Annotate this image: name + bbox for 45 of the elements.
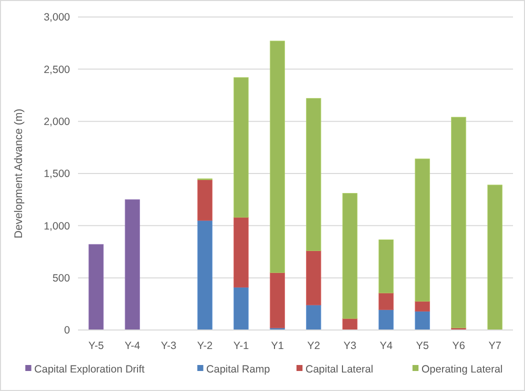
y-tick-label: 2,500 bbox=[44, 64, 70, 76]
bar bbox=[414, 158, 430, 302]
bar bbox=[270, 272, 285, 328]
x-tick-label: Y-4 bbox=[124, 340, 140, 352]
x-tick-label: Y3 bbox=[343, 340, 356, 352]
x-tick-label: Y7 bbox=[488, 340, 502, 352]
x-tick-label: Y-3 bbox=[160, 340, 176, 352]
x-tick-label: Y-1 bbox=[233, 340, 249, 352]
bar bbox=[124, 199, 140, 330]
bar bbox=[270, 40, 285, 273]
bar bbox=[234, 286, 249, 330]
x-tick-label: Y-5 bbox=[88, 340, 104, 352]
y-tick-label: 1,000 bbox=[44, 220, 70, 232]
x-tick-label: Y2 bbox=[307, 340, 320, 352]
x-tick-label: Y6 bbox=[452, 340, 466, 352]
bar bbox=[197, 180, 212, 221]
bar bbox=[487, 184, 502, 330]
y-axis-title: Development Advance (m) bbox=[13, 108, 25, 238]
bar bbox=[414, 301, 430, 312]
bar bbox=[378, 240, 394, 294]
x-tick-label: Y5 bbox=[416, 340, 429, 352]
bar bbox=[342, 193, 358, 319]
y-tick-label: 0 bbox=[64, 324, 70, 337]
bar bbox=[378, 292, 394, 310]
bar bbox=[234, 77, 249, 218]
bar bbox=[306, 98, 322, 251]
x-tick-label: Y1 bbox=[270, 340, 284, 352]
legend-label: Operating Lateral bbox=[422, 364, 503, 376]
x-tick-label: Y-2 bbox=[197, 340, 213, 352]
bar bbox=[306, 304, 322, 330]
bar bbox=[234, 217, 249, 288]
y-tick-label: 1,500 bbox=[44, 168, 70, 180]
legend-label: Capital Ramp bbox=[206, 364, 270, 376]
bar bbox=[451, 116, 466, 328]
y-tick-label: 2,000 bbox=[44, 116, 70, 128]
bar bbox=[414, 310, 430, 330]
y-tick-label: 3,000 bbox=[44, 12, 70, 24]
bar bbox=[197, 220, 212, 330]
bar bbox=[306, 250, 322, 306]
legend-label: Capital Exploration Drift bbox=[34, 364, 145, 376]
bar bbox=[88, 244, 104, 330]
bar bbox=[378, 309, 394, 330]
x-tick-label: Y4 bbox=[380, 340, 393, 352]
y-tick-label: 500 bbox=[52, 272, 70, 285]
legend-label: Capital Lateral bbox=[306, 364, 374, 376]
